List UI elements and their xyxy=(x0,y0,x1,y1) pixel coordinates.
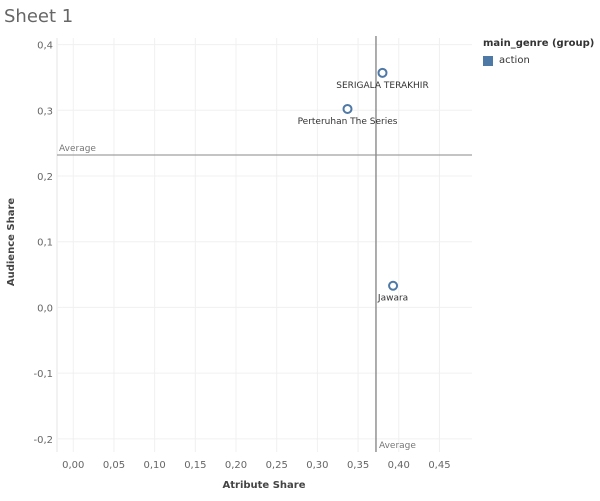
legend-item-action[interactable]: action xyxy=(483,55,594,66)
x-tick-label: 0,45 xyxy=(428,460,450,471)
y-tick-label: 0,4 xyxy=(37,41,53,52)
legend-swatch xyxy=(483,55,493,66)
legend-title: main_genre (group) xyxy=(483,38,595,49)
reference-lines: Average Average xyxy=(57,36,472,452)
x-tick-label: 0,20 xyxy=(225,460,247,471)
x-tick-label: 0,10 xyxy=(144,460,166,471)
data-points: SERIGALA TERAKHIR Perteruhan The Series Ja… xyxy=(298,67,429,304)
sheet-title: Sheet 1 xyxy=(4,6,74,27)
y-tick-label: 0,1 xyxy=(37,238,53,249)
legend-item-label: action xyxy=(499,55,530,66)
grid-layer xyxy=(56,38,472,452)
x-tick-label: 0,35 xyxy=(347,460,369,471)
x-tick-label: 0,05 xyxy=(103,460,125,471)
x-axis-label: Atribute Share xyxy=(223,480,306,491)
data-point-label: Perteruhan The Series xyxy=(298,117,398,127)
legend: main_genre (group) action xyxy=(483,38,594,66)
average-label-horizontal: Average xyxy=(59,144,96,154)
y-tick-label: -0,1 xyxy=(33,369,53,380)
y-tick-label: 0,0 xyxy=(37,303,53,314)
average-label-vertical: Average xyxy=(379,441,416,451)
tick-labels: 0,00 0,05 0,10 0,15 0,20 0,25 0,30 0,35 0,40 0,45… xyxy=(33,41,450,471)
data-point[interactable] xyxy=(377,67,388,78)
y-axis-label: Audience Share xyxy=(6,198,17,287)
data-point[interactable] xyxy=(388,280,399,291)
x-tick-label: 0,40 xyxy=(388,460,410,471)
x-tick-label: 0,15 xyxy=(184,460,206,471)
x-tick-label: 0,00 xyxy=(62,460,84,471)
data-point[interactable] xyxy=(342,103,353,114)
data-point-label: SERIGALA TERAKHIR xyxy=(336,81,428,91)
x-tick-label: 0,25 xyxy=(266,460,288,471)
data-point-label: Jawara xyxy=(377,294,408,304)
y-tick-label: 0,2 xyxy=(37,172,53,183)
y-tick-label: 0,3 xyxy=(37,106,53,117)
x-tick-label: 0,30 xyxy=(306,460,328,471)
y-tick-label: -0,2 xyxy=(33,435,53,446)
